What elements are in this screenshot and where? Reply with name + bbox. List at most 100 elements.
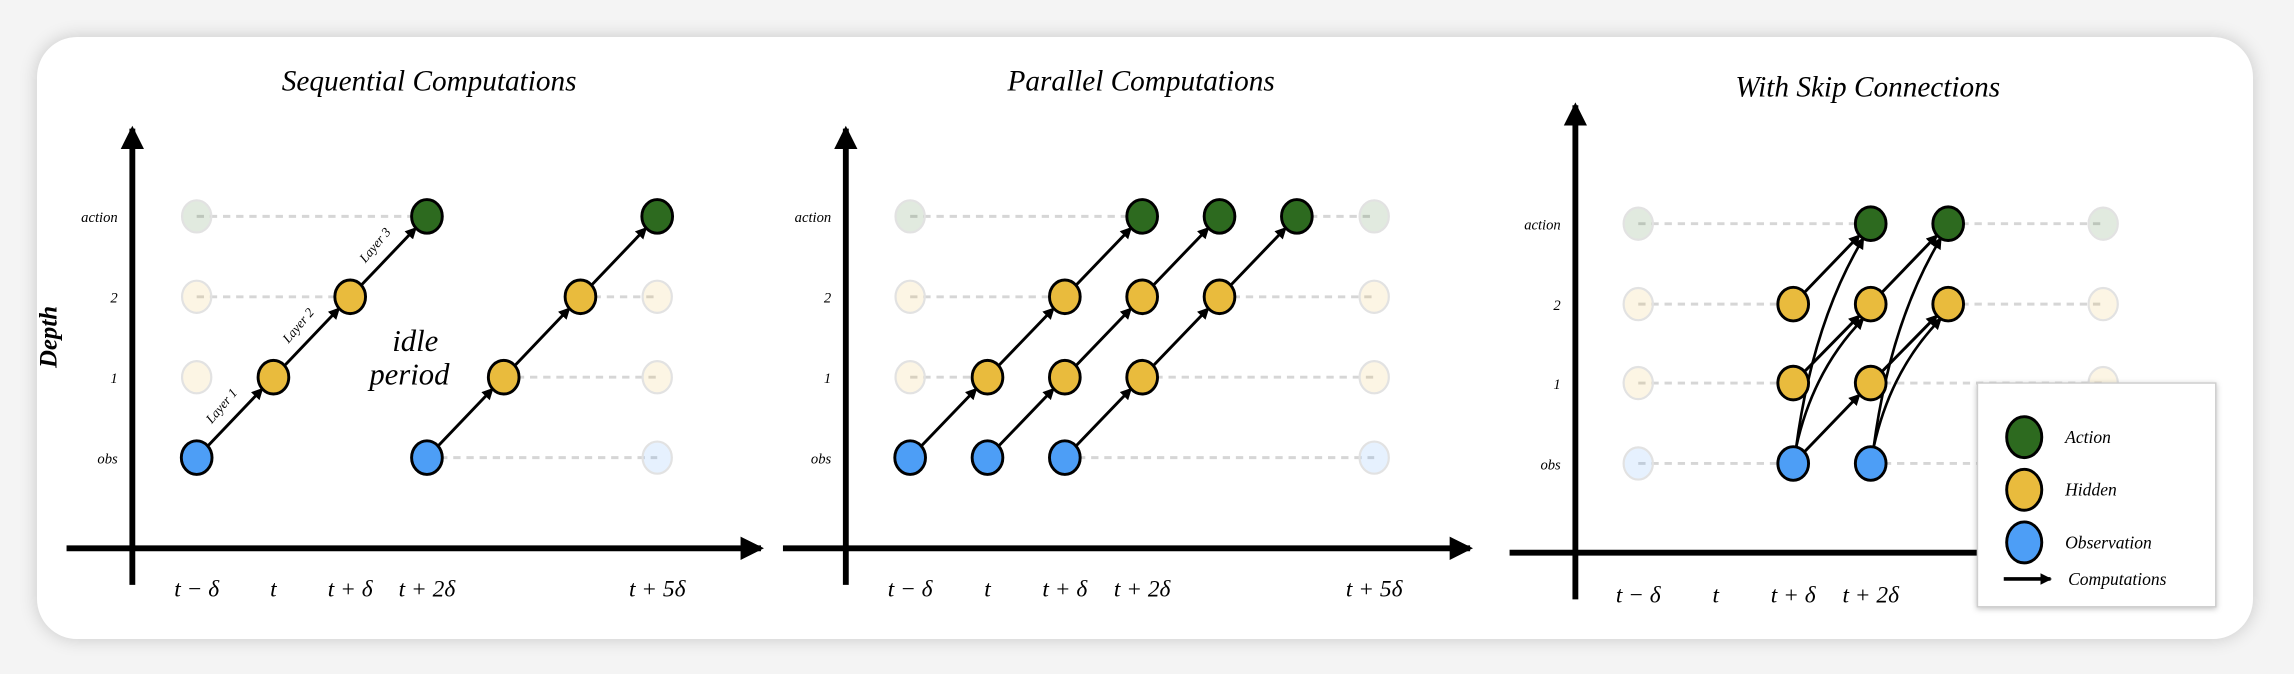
inactive-hidden-node [641,360,673,395]
computation-arrow [513,307,571,367]
depth-axis-label: Depth [35,306,62,369]
time-tick-label: t + δ [1042,577,1088,603]
time-tick-label: t + 2δ [1842,582,1900,608]
row-label-action: action [81,210,118,226]
computation-arrow [283,307,341,367]
legend-hidden-label: Hidden [2064,480,2117,500]
inactive-hidden-node [2087,286,2119,322]
hidden-node [1776,364,1811,402]
computation-arrow [360,226,417,287]
row-label-obs: obs [97,451,118,467]
action-node [1280,198,1314,235]
inactive-hidden-node [1358,279,1390,314]
hidden-node [1202,278,1237,316]
computation-arrow [920,387,978,448]
obs-node [970,439,1005,476]
computation-arrow [1074,387,1133,448]
time-tick-label: t [270,577,277,603]
time-tick-label: t + 2δ [399,577,457,603]
inactive-hidden-node [641,279,673,314]
hidden-node [256,358,291,396]
computation-arrow [1152,307,1210,367]
skip-connection-arrow [1794,237,1865,448]
action-node [640,198,675,235]
computation-arrow [1803,234,1861,294]
skip-connection-arrow [1872,237,1943,448]
panel-2: Parallel Computations obs 1 2 action t − δ t t … [782,66,1474,603]
row-label-1: 1 [824,371,831,387]
obs-node [179,439,214,476]
inactive-action-node [1622,206,1654,241]
inactive-hidden-node [1622,365,1654,401]
panel-3: With Skip Connections obs 1 2 action t − δ t t … [1509,71,2197,608]
hidden-node [1853,285,1888,323]
computation-arrow [997,387,1055,448]
legend-obs-swatch [2005,520,2044,565]
computation-arrow [1229,226,1287,287]
row-label-obs: obs [1540,457,1561,473]
computation-arrow [206,387,264,447]
time-tick-label: t − δ [888,577,934,603]
inactive-obs-node [641,440,673,475]
row-label-2: 2 [824,291,831,307]
row-label-2: 2 [110,291,117,307]
time-tick-label: t + δ [1771,582,1817,608]
time-tick-label: t + 5δ [1346,577,1404,603]
layer-label: Layer 1 [202,385,240,426]
time-tick-label: t − δ [1616,582,1662,608]
skip-connection-arrow [1794,317,1865,448]
inactive-action-node [1358,199,1390,234]
time-tick-label: t + 5δ [629,577,687,603]
row-label-obs: obs [811,451,832,467]
action-node [1931,205,1966,242]
hidden-node [333,278,368,316]
hidden-node [486,358,521,396]
panel-title: With Skip Connections [1735,71,2000,103]
legend-obs-label: Observation [2065,532,2152,552]
period-label: period [367,358,450,392]
inactive-obs-node [1622,446,1654,481]
time-tick-label: t + 2δ [1114,577,1172,603]
panel-1: Sequential Computations Depth obs 1 2 action t… [35,66,764,603]
panel-title: Parallel Computations [1007,66,1275,98]
computation-arrow [1152,226,1210,287]
row-label-action: action [795,210,832,226]
time-tick-label: t [1712,582,1719,608]
legend: Action Hidden Observation Computations [1976,382,2217,608]
hidden-node [1776,285,1811,323]
layer-label: Layer 3 [355,224,393,266]
time-tick-label: t [984,577,991,603]
computation-arrow [1803,393,1861,453]
obs-node [1853,445,1888,482]
hidden-node [1125,358,1159,396]
hidden-node [563,278,598,316]
time-tick-label: t + δ [328,577,374,603]
row-label-1: 1 [1553,377,1560,393]
computation-arrow [1074,307,1133,367]
hidden-node [1853,364,1888,402]
obs-node [1048,439,1082,476]
row-label-2: 2 [1553,298,1560,314]
panel-title: Sequential Computations [282,66,577,98]
row-label-action: action [1524,218,1561,234]
hidden-node [1048,358,1082,396]
computation-arrow [436,387,494,447]
row-label-1: 1 [110,371,117,387]
action-node [1125,198,1159,235]
hidden-node [1048,278,1082,316]
action-node [1853,205,1888,242]
inactive-hidden-node [180,360,213,395]
time-tick-label: t − δ [174,577,220,603]
computation-arrow [590,226,648,287]
legend-computations-label: Computations [2068,569,2167,589]
computation-arrow [997,307,1055,367]
hidden-node [1125,278,1159,316]
action-node [1202,198,1237,235]
inactive-hidden-node [180,279,213,314]
hidden-node [1931,285,1966,323]
legend-hidden-swatch [2005,467,2044,512]
inactive-action-node [2087,206,2119,241]
computation-arrow [1880,234,1939,294]
legend-action-swatch [2005,415,2044,460]
